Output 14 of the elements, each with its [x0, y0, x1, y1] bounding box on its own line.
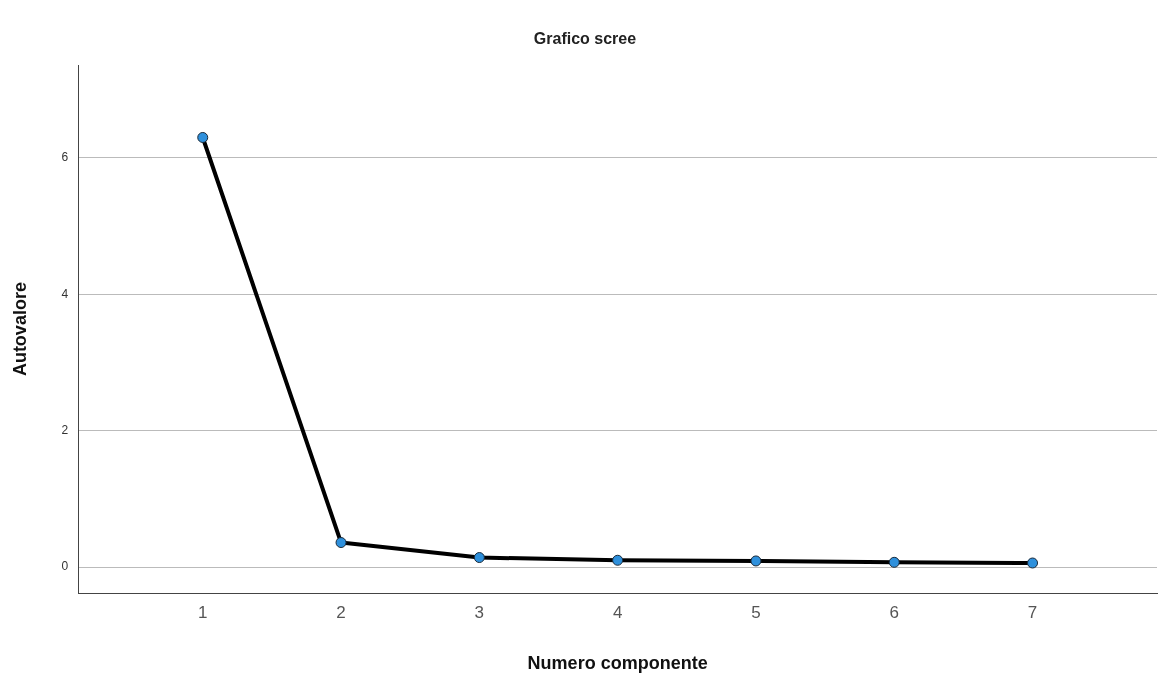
- chart-title: Grafico scree: [533, 30, 637, 48]
- y-tick-label: 4: [61, 286, 69, 301]
- y-axis-title: Autovalore: [9, 282, 30, 377]
- y-tick-label: 6: [61, 150, 69, 165]
- x-tick-label: 3: [474, 602, 485, 622]
- x-tick-label: 6: [889, 602, 899, 622]
- x-axis-title: Numero componente: [527, 653, 708, 674]
- y-tick-label: 2: [61, 423, 69, 438]
- x-tick-label: 5: [751, 602, 761, 622]
- y-tick-label: 0: [61, 559, 69, 574]
- x-tick-label: 1: [198, 602, 208, 622]
- x-tick-label: 2: [336, 602, 346, 622]
- x-tick-label: 7: [1027, 602, 1038, 622]
- x-tick-label: 4: [612, 602, 623, 622]
